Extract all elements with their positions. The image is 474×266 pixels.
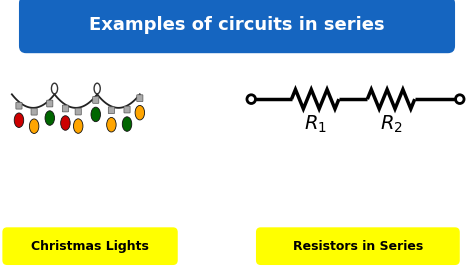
Text: Christmas Lights: Christmas Lights xyxy=(31,240,149,253)
Text: $R_2$: $R_2$ xyxy=(380,114,402,135)
FancyBboxPatch shape xyxy=(47,100,53,107)
Ellipse shape xyxy=(14,113,24,127)
FancyBboxPatch shape xyxy=(31,108,37,115)
Ellipse shape xyxy=(107,118,116,132)
Text: Resistors in Series: Resistors in Series xyxy=(293,240,423,253)
FancyBboxPatch shape xyxy=(109,107,115,114)
FancyBboxPatch shape xyxy=(2,227,178,265)
FancyBboxPatch shape xyxy=(124,106,130,113)
Text: $R_1$: $R_1$ xyxy=(304,114,327,135)
FancyBboxPatch shape xyxy=(93,97,99,103)
FancyBboxPatch shape xyxy=(75,108,82,115)
Ellipse shape xyxy=(91,107,100,122)
FancyBboxPatch shape xyxy=(63,105,68,112)
Ellipse shape xyxy=(45,111,55,125)
Ellipse shape xyxy=(29,119,39,134)
Text: Examples of circuits in series: Examples of circuits in series xyxy=(89,16,385,34)
Ellipse shape xyxy=(122,117,132,131)
FancyBboxPatch shape xyxy=(19,0,455,53)
FancyBboxPatch shape xyxy=(16,102,22,109)
Ellipse shape xyxy=(61,116,70,130)
FancyBboxPatch shape xyxy=(137,95,143,102)
Ellipse shape xyxy=(135,105,145,120)
FancyBboxPatch shape xyxy=(256,227,460,265)
Ellipse shape xyxy=(73,119,83,133)
